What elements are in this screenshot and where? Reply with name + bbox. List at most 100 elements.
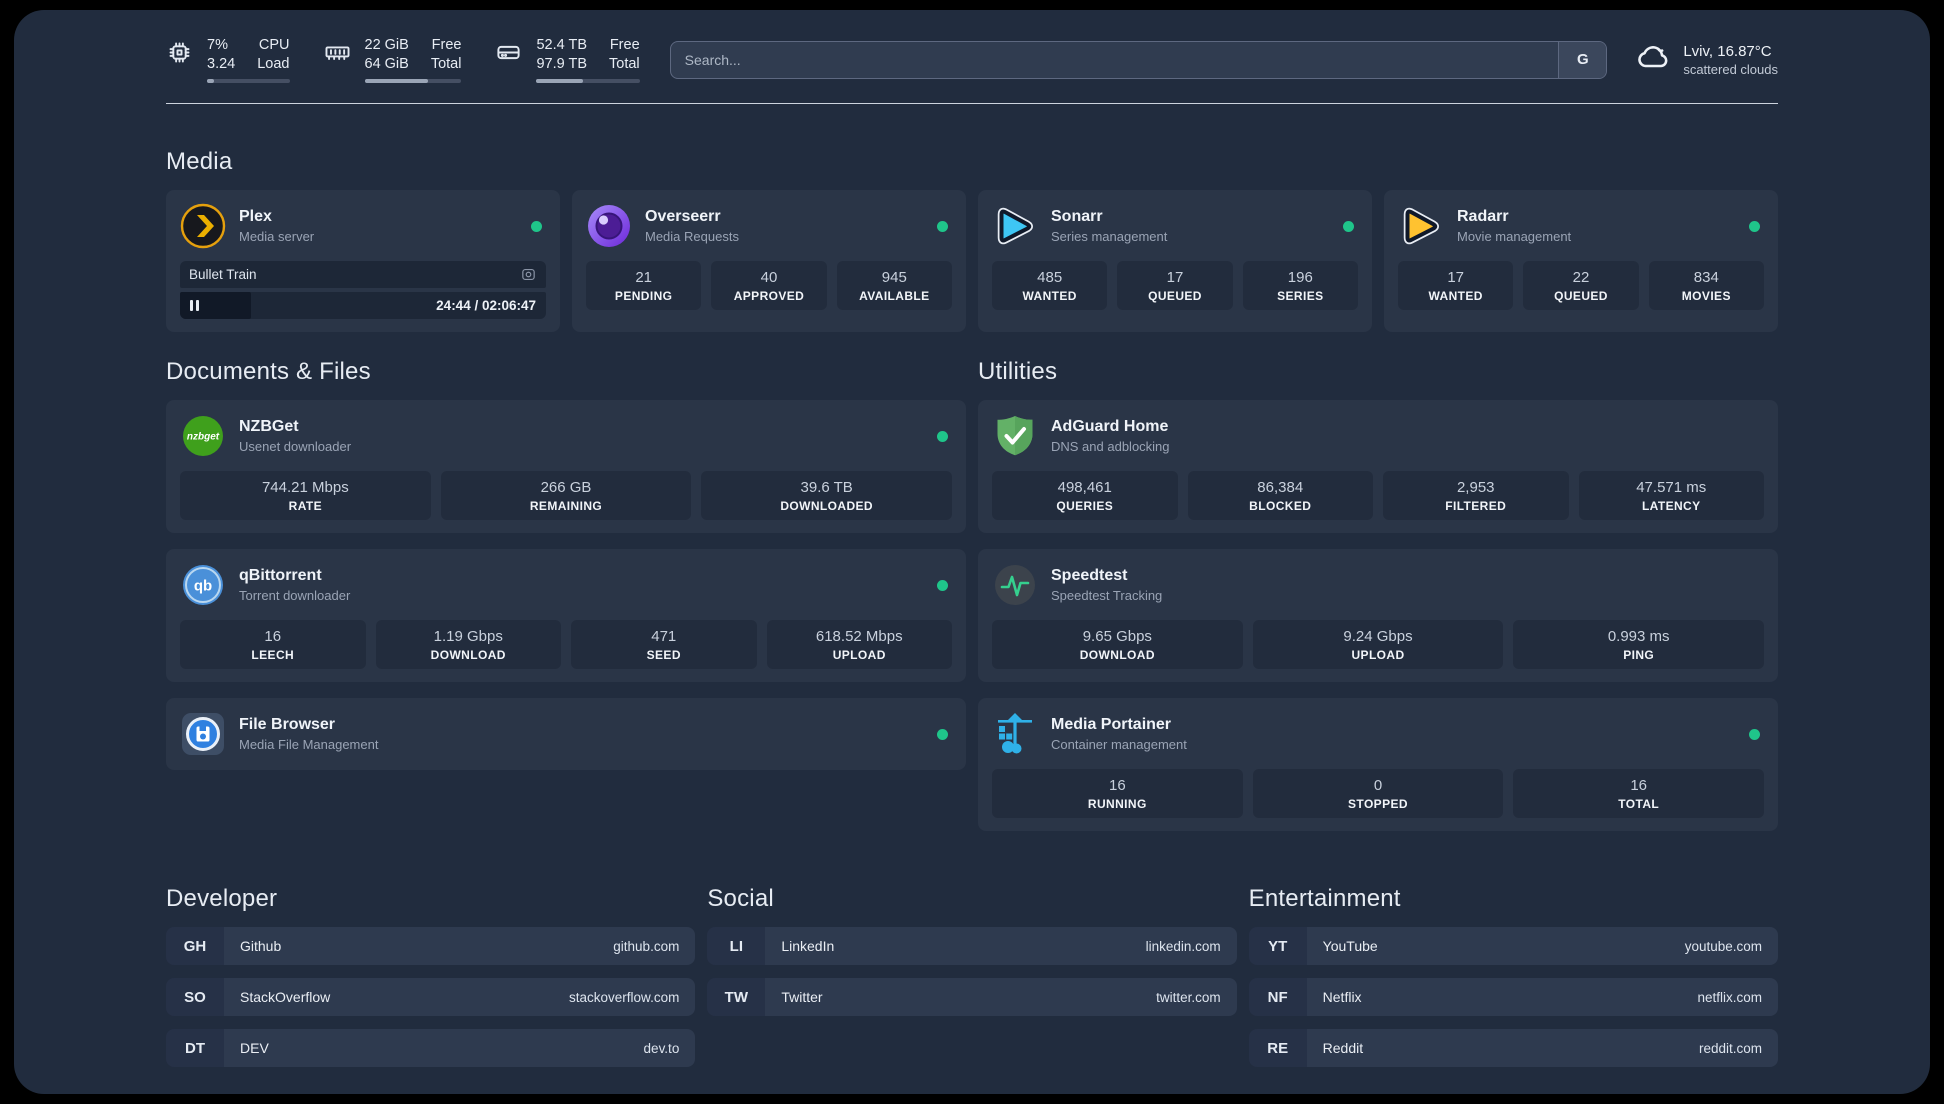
portainer-icon xyxy=(992,711,1038,757)
weather-location: Lviv, 16.87°C xyxy=(1683,42,1772,60)
app-description: Container management xyxy=(1051,737,1187,752)
status-dot xyxy=(937,220,948,232)
stat-value: 17 xyxy=(1447,269,1464,286)
stat-box: 16 TOTAL xyxy=(1513,769,1765,818)
system-metric: 22 GiB 64 GiB Free Total xyxy=(324,36,462,83)
metric-values: 52.4 TB 97.9 TB xyxy=(536,36,587,74)
now-playing-bar: Bullet Train xyxy=(180,261,546,288)
app-card-radarr[interactable]: Radarr Movie management 17 WANTED 22 QUEUED 83… xyxy=(1384,190,1778,332)
link-netflix[interactable]: NF Netflix netflix.com xyxy=(1248,978,1778,1016)
app-description: Series management xyxy=(1051,229,1168,244)
search-input[interactable] xyxy=(670,41,1559,78)
adguard-icon xyxy=(992,413,1038,459)
link-twitter[interactable]: TW Twitter twitter.com xyxy=(707,978,1237,1016)
stat-box: 9.65 Gbps DOWNLOAD xyxy=(992,620,1243,669)
link-reddit[interactable]: RE Reddit reddit.com xyxy=(1248,1029,1778,1067)
app-description: Movie management xyxy=(1457,229,1572,244)
stat-value: 16 xyxy=(1108,777,1126,794)
app-card-qbittorrent[interactable]: qb qBittorrent Torrent downloader 16 LEECH 1.… xyxy=(166,549,966,682)
link-dev[interactable]: DT DEV dev.to xyxy=(166,1029,696,1067)
link-name: YouTube xyxy=(1322,938,1378,954)
stat-box: 1.19 Gbps DOWNLOAD xyxy=(375,620,561,669)
app-card-media-portainer[interactable]: Media Portainer Container management 16 RUN… xyxy=(978,698,1778,831)
stat-value: 9.65 Gbps xyxy=(1082,628,1152,645)
app-header: Sonarr Series management xyxy=(992,203,1358,249)
weather-condition: scattered clouds xyxy=(1683,61,1778,77)
stat-box: 17 WANTED xyxy=(1398,261,1514,310)
link-name: DEV xyxy=(240,1040,269,1056)
app-description: Usenet downloader xyxy=(239,439,352,454)
header-divider xyxy=(166,103,1778,104)
stat-box: 485 WANTED xyxy=(992,261,1108,310)
stat-box: 471 SEED xyxy=(571,620,757,669)
stat-label: QUEUED xyxy=(1148,289,1202,303)
app-card-speedtest[interactable]: Speedtest Speedtest Tracking 9.65 Gbps DOWN… xyxy=(978,549,1778,682)
metric-value-bottom: 64 GiB xyxy=(364,56,409,72)
app-header: Plex Media server xyxy=(180,203,546,249)
app-stats: 21 PENDING 40 APPROVED 945 AVAILABLE xyxy=(586,261,952,310)
app-stats: 17 WANTED 22 QUEUED 834 MOVIES xyxy=(1398,261,1764,310)
app-header: qb qBittorrent Torrent downloader xyxy=(180,562,952,608)
stat-box: 945 AVAILABLE xyxy=(836,261,952,310)
stat-label: STOPPED xyxy=(1348,797,1408,811)
app-card-nzbget[interactable]: nzbget NZBGet Usenet downloader 744.21 Mbps… xyxy=(166,400,966,533)
stat-value: 266 GB xyxy=(540,479,592,496)
app-card-overseerr[interactable]: Overseerr Media Requests 21 PENDING 40 APPROV… xyxy=(572,190,966,332)
stat-label: FILTERED xyxy=(1445,499,1507,513)
link-url: github.com xyxy=(613,938,680,954)
status-dot xyxy=(937,430,948,442)
app-name: Media Portainer xyxy=(1051,716,1172,733)
app-header: File Browser Media File Management xyxy=(180,711,952,757)
stat-label: PENDING xyxy=(614,289,673,303)
app-meta: File Browser Media File Management xyxy=(239,716,378,752)
link-abbr-badge: GH xyxy=(166,927,224,965)
metric-value-bottom: 97.9 TB xyxy=(536,56,588,72)
stat-box: 618.52 Mbps UPLOAD xyxy=(766,620,952,669)
link-linkedin[interactable]: LI LinkedIn linkedin.com xyxy=(707,927,1237,965)
stat-box: 498,461 QUERIES xyxy=(992,471,1178,520)
link-github[interactable]: GH Github github.com xyxy=(166,927,696,965)
bookmark-section-entertainment: Entertainment YT YouTube youtube.com NF Netfl… xyxy=(1248,885,1778,1067)
playback-progress-bar[interactable]: 24:44 / 02:06:47 xyxy=(180,292,546,319)
link-abbr-badge: TW xyxy=(707,978,766,1016)
search-provider-button[interactable]: G xyxy=(1558,41,1607,78)
stat-label: QUERIES xyxy=(1056,499,1114,513)
app-card-file-browser[interactable]: File Browser Media File Management xyxy=(166,698,966,770)
stat-box: 47.571 ms LATENCY xyxy=(1578,471,1764,520)
system-metric: 7% 3.24 CPU Load xyxy=(166,36,290,83)
pause-icon[interactable] xyxy=(190,300,199,311)
link-youtube[interactable]: YT YouTube youtube.com xyxy=(1248,927,1778,965)
link-name: Github xyxy=(240,938,282,954)
app-card-sonarr[interactable]: Sonarr Series management 485 WANTED 17 QUEUED… xyxy=(978,190,1372,332)
speedtest-icon xyxy=(992,562,1038,608)
app-meta: NZBGet Usenet downloader xyxy=(239,418,351,454)
stat-label: TOTAL xyxy=(1618,797,1660,811)
stat-label: MOVIES xyxy=(1681,289,1731,303)
app-name: File Browser xyxy=(239,716,336,733)
system-metrics: 7% 3.24 CPU Load 22 GiB 64 GiB Free Total 52.4 T… xyxy=(166,36,640,83)
section-title-developer: Developer xyxy=(166,885,278,912)
disk-icon xyxy=(495,39,522,71)
metric-value-top: 52.4 TB xyxy=(536,37,588,53)
stat-value: 16 xyxy=(1630,777,1648,794)
link-abbr-badge: DT xyxy=(166,1029,224,1067)
stat-label: DOWNLOADED xyxy=(780,499,874,513)
app-header: nzbget NZBGet Usenet downloader xyxy=(180,413,952,459)
stat-box: 834 MOVIES xyxy=(1648,261,1764,310)
app-card-adguard-home[interactable]: AdGuard Home DNS and adblocking 498,461 QUE… xyxy=(978,400,1778,533)
stat-label: UPLOAD xyxy=(1351,648,1405,662)
stat-label: RUNNING xyxy=(1087,797,1147,811)
stat-box: 16 LEECH xyxy=(180,620,366,669)
app-header: Speedtest Speedtest Tracking xyxy=(992,562,1764,608)
stat-box: 21 PENDING xyxy=(586,261,702,310)
stat-label: DOWNLOAD xyxy=(430,648,506,662)
stat-label: DOWNLOAD xyxy=(1079,648,1155,662)
stat-value: 17 xyxy=(1166,269,1184,286)
app-name: Plex xyxy=(239,208,272,225)
filebrowser-icon xyxy=(180,711,226,757)
app-card-plex[interactable]: Plex Media server Bullet Train 24:44 / 02:0… xyxy=(166,190,560,332)
stat-box: 0 STOPPED xyxy=(1252,769,1504,818)
metric-label-bottom: Total xyxy=(609,56,640,72)
link-stackoverflow[interactable]: SO StackOverflow stackoverflow.com xyxy=(166,978,696,1016)
app-name: Sonarr xyxy=(1051,208,1103,225)
